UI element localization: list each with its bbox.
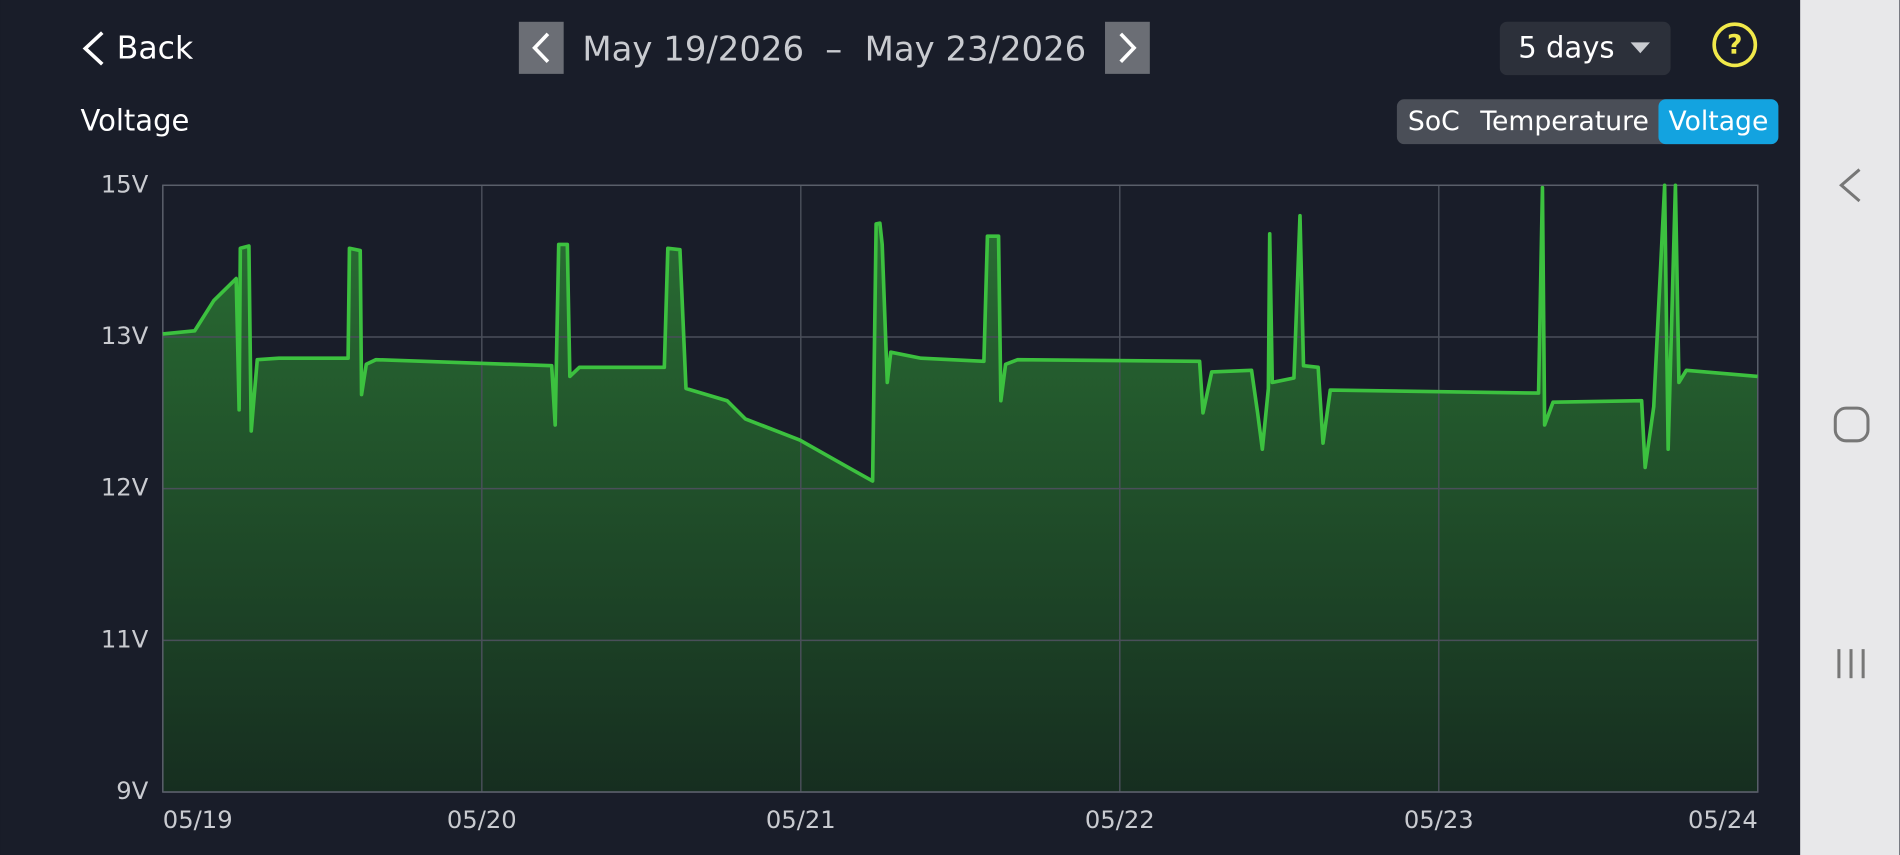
chart-title: Voltage: [80, 103, 189, 137]
back-icon: [82, 31, 104, 66]
date-start: May 19/2026: [582, 29, 804, 68]
tab-label: SoC: [1408, 106, 1460, 137]
nav-home[interactable]: [1833, 406, 1870, 443]
range-dropdown[interactable]: 5 days: [1499, 21, 1671, 76]
plot-border: [162, 184, 1759, 793]
tab[interactable]: Temperature: [1479, 106, 1649, 137]
voltage-line: [162, 183, 1758, 483]
nav-recents[interactable]: [1837, 649, 1865, 679]
prev-bg: [518, 21, 564, 74]
nav-bar: [1800, 0, 1900, 855]
prev-button[interactable]: [518, 21, 564, 74]
next-button[interactable]: [1105, 21, 1150, 74]
y-tick-label: 15V: [101, 170, 149, 198]
x-tick-label: 05/23: [1404, 806, 1474, 834]
nav-back[interactable]: [1839, 168, 1861, 203]
dropdown-bg: [1499, 21, 1671, 76]
x-tick-label: 05/20: [447, 806, 517, 834]
tab[interactable]: Voltage: [1658, 99, 1779, 145]
tab-active-bg: [1658, 99, 1779, 145]
date-separator: –: [825, 29, 842, 68]
tab-label: Temperature: [1479, 106, 1649, 137]
tab-bar: SoC Temperature Voltage: [1396, 99, 1779, 145]
dropdown-label: 5 days: [1518, 31, 1614, 65]
y-tick-label: 12V: [101, 474, 149, 502]
back-label: Back: [117, 31, 194, 67]
y-tick-label: 11V: [101, 625, 149, 653]
date-end: May 23/2026: [865, 29, 1087, 68]
back-button[interactable]: Back: [82, 31, 194, 67]
plot: 9V 11V 12V 13V 15V 05/19 05/20 05/21 05/22 05/23 0…: [101, 170, 1759, 834]
x-tick-label: 05/24: [1688, 806, 1758, 834]
y-tick-label: 9V: [116, 777, 148, 805]
next-bg: [1105, 21, 1150, 74]
help-button[interactable]: ?: [1712, 22, 1758, 68]
next-icon: [1119, 32, 1137, 64]
tab[interactable]: SoC: [1408, 106, 1460, 137]
y-tick-label: 13V: [101, 322, 149, 350]
prev-icon: [532, 32, 550, 64]
tab-label: Voltage: [1668, 106, 1768, 137]
x-tick-label: 05/21: [766, 806, 836, 834]
help-circle: [1712, 22, 1758, 68]
x-tick-label: 05/19: [163, 806, 233, 834]
help-label: ?: [1727, 30, 1742, 61]
dropdown-caret: [1630, 42, 1650, 54]
x-tick-label: 05/22: [1085, 806, 1155, 834]
